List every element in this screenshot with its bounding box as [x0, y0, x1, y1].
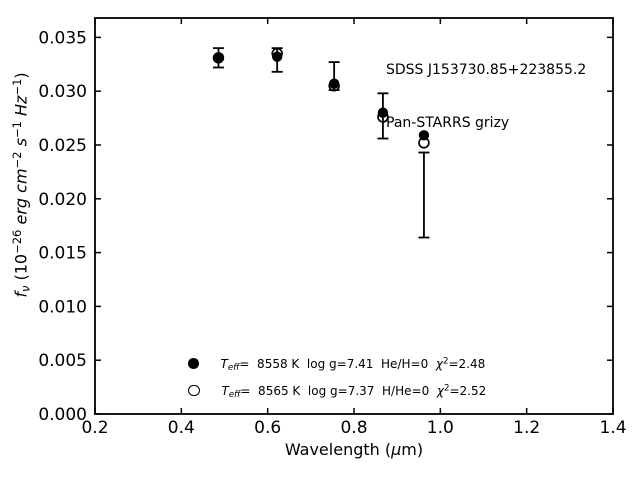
ylabel-unit-hz: Hz [11, 95, 31, 122]
x-axis-label-text: Wavelength ( [284, 440, 392, 459]
y-tick-label: 0.035 [38, 28, 87, 48]
y-tick-label: 0.000 [38, 405, 87, 425]
flux-symbol: f [11, 292, 31, 298]
x-tick-label: 0.4 [168, 418, 195, 438]
ylabel-exponent-1a: −1 [9, 121, 24, 139]
x-tick-label: 1.4 [599, 418, 626, 438]
chi-exponent: 2 [443, 383, 450, 394]
legend-label-hydrogen: Teff= 8558 K log g=7.41 He/H=0 χ2=2.48 [220, 356, 486, 373]
target-name-text: SDSS J153730.85+223855.2 [386, 62, 587, 78]
chi2-value: =2.48 [448, 356, 486, 371]
teff-subscript: eff [227, 362, 240, 373]
x-axis-label: Wavelength (μm) [95, 440, 613, 459]
model-open-point-i [328, 80, 340, 92]
y-tick-label: 0.010 [38, 297, 87, 317]
ylabel-unit-s: s [11, 138, 31, 152]
chi-exponent: 2 [442, 356, 449, 367]
ylabel-scale-open: (10 [11, 253, 31, 286]
ylabel-scale-close: ) [11, 72, 31, 79]
survey-name-text: Pan-STARRS grizy [386, 114, 510, 131]
open-circle-icon [188, 384, 200, 397]
model-legend: Teff= 8558 K log g=7.41 He/H=0 χ2=2.48 T… [188, 350, 486, 404]
legend-row-helium-model: Teff= 8565 K log g=7.37 H/He=0 χ2=2.52 [188, 377, 486, 404]
chi-symbol: χ [436, 383, 444, 398]
mu-symbol: μ [391, 440, 402, 459]
model-filled-point-g [213, 52, 224, 64]
legend-row-hydrogen-model: Teff= 8558 K log g=7.41 He/H=0 χ2=2.48 [188, 350, 486, 377]
y-tick-label: 0.005 [38, 351, 87, 371]
x-tick-label: 0.2 [81, 418, 108, 438]
x-axis-label-unit-close: m) [401, 440, 424, 459]
teff-symbol: T [220, 356, 228, 371]
model-open-point-z [377, 111, 389, 123]
fit-params-text: = 8565 K log g=7.37 H/He=0 [240, 383, 437, 398]
model-filled-point-r [271, 51, 283, 62]
x-tick-label: 0.8 [340, 418, 367, 438]
ylabel-exponent-2: −2 [9, 151, 24, 169]
ylabel-exponent-1b: −1 [9, 78, 24, 96]
y-tick-label: 0.025 [38, 136, 87, 156]
teff-symbol: T [221, 383, 229, 398]
target-annotation: SDSS J153730.85+223855.2 Pan-STARRS griz… [386, 27, 586, 167]
y-axis-label: fν (10−26 erg cm−2 s−1 Hz−1) [9, 72, 33, 298]
model-open-point-g [212, 52, 225, 64]
x-tick-label: 1.2 [513, 418, 540, 438]
filled-circle-icon [188, 358, 199, 369]
y-tick-label: 0.030 [38, 82, 87, 102]
fit-params-text: = 8558 K log g=7.41 He/H=0 [239, 356, 436, 371]
x-tick-label: 0.6 [254, 418, 281, 438]
ylabel-unit-erg-cm: erg cm [11, 168, 31, 230]
chi-symbol: χ [435, 356, 443, 371]
chi2-value: =2.52 [449, 383, 487, 398]
flux-nu-subscript: ν [18, 285, 33, 293]
model-open-point-y [418, 137, 430, 149]
legend-label-helium: Teff= 8565 K log g=7.37 H/He=0 χ2=2.52 [221, 383, 487, 400]
teff-subscript: eff [228, 389, 241, 400]
model-open-point-r [271, 47, 283, 60]
y-tick-label: 0.015 [38, 244, 87, 264]
y-tick-label: 0.020 [38, 190, 87, 210]
ylabel-exponent-26: −26 [9, 229, 24, 254]
x-tick-label: 1.0 [427, 418, 454, 438]
